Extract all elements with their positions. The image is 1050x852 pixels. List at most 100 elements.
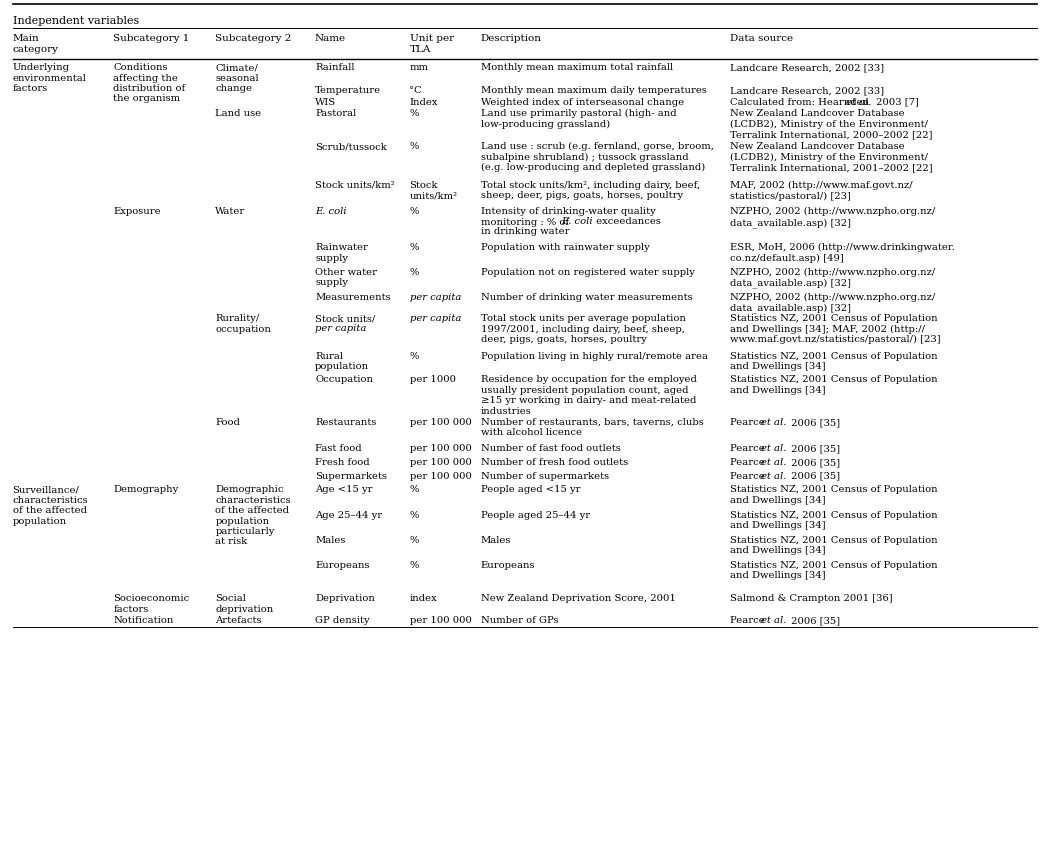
Text: Deprivation: Deprivation xyxy=(315,593,375,602)
Text: Data source: Data source xyxy=(730,34,793,43)
Text: per capita: per capita xyxy=(315,324,366,333)
Text: %: % xyxy=(410,243,419,252)
Text: NZPHO, 2002 (http://www.nzpho.org.nz/
data_available.asp) [32]: NZPHO, 2002 (http://www.nzpho.org.nz/ da… xyxy=(730,292,934,313)
Text: Name: Name xyxy=(315,34,346,43)
Text: Independent variables: Independent variables xyxy=(13,16,139,26)
Text: per 100 000: per 100 000 xyxy=(410,417,471,427)
Text: Monthly mean maximum total rainfall: Monthly mean maximum total rainfall xyxy=(481,63,673,72)
Text: Notification: Notification xyxy=(113,615,174,625)
Text: Water: Water xyxy=(215,207,246,216)
Text: Socioeconomic
factors: Socioeconomic factors xyxy=(113,593,190,613)
Text: 2003 [7]: 2003 [7] xyxy=(874,97,919,106)
Text: Age 25–44 yr: Age 25–44 yr xyxy=(315,509,382,519)
Text: Landcare Research, 2002 [33]: Landcare Research, 2002 [33] xyxy=(730,63,884,72)
Text: Statistics NZ, 2001 Census of Population
and Dwellings [34]; MAF, 2002 (http://
: Statistics NZ, 2001 Census of Population… xyxy=(730,314,941,344)
Text: 2006 [35]: 2006 [35] xyxy=(788,471,840,481)
Text: per 100 000: per 100 000 xyxy=(410,458,471,467)
Text: Subcategory 2: Subcategory 2 xyxy=(215,34,292,43)
Text: Statistics NZ, 2001 Census of Population
and Dwellings [34]: Statistics NZ, 2001 Census of Population… xyxy=(730,561,938,579)
Text: in drinking water: in drinking water xyxy=(481,227,569,236)
Text: Temperature: Temperature xyxy=(315,86,381,95)
Text: et al.: et al. xyxy=(761,615,786,625)
Text: New Zealand Deprivation Score, 2001: New Zealand Deprivation Score, 2001 xyxy=(481,593,676,602)
Text: Monthly mean maximum daily temperatures: Monthly mean maximum daily temperatures xyxy=(481,86,707,95)
Text: Description: Description xyxy=(481,34,542,43)
Text: Total stock units per average population
1997/2001, including dairy, beef, sheep: Total stock units per average population… xyxy=(481,314,686,343)
Text: Salmond & Crampton 2001 [36]: Salmond & Crampton 2001 [36] xyxy=(730,593,892,602)
Text: Rurality/
occupation: Rurality/ occupation xyxy=(215,314,271,333)
Text: et al.: et al. xyxy=(761,417,786,427)
Text: Fast food: Fast food xyxy=(315,444,361,453)
Text: et al.: et al. xyxy=(846,97,872,106)
Text: Restaurants: Restaurants xyxy=(315,417,376,427)
Text: exceedances: exceedances xyxy=(593,216,660,226)
Text: Main
category: Main category xyxy=(13,34,59,54)
Text: %: % xyxy=(410,485,419,494)
Text: Europeans: Europeans xyxy=(481,561,536,569)
Text: Calculated from: Hearnden: Calculated from: Hearnden xyxy=(730,97,872,106)
Text: Statistics NZ, 2001 Census of Population
and Dwellings [34]: Statistics NZ, 2001 Census of Population… xyxy=(730,485,938,504)
Text: GP density: GP density xyxy=(315,615,370,625)
Text: Supermarkets: Supermarkets xyxy=(315,471,387,481)
Text: Rural
population: Rural population xyxy=(315,351,370,371)
Text: Population with rainwater supply: Population with rainwater supply xyxy=(481,243,650,252)
Text: Europeans: Europeans xyxy=(315,561,370,569)
Text: 2006 [35]: 2006 [35] xyxy=(788,417,840,427)
Text: Subcategory 1: Subcategory 1 xyxy=(113,34,190,43)
Text: °C: °C xyxy=(410,86,422,95)
Text: Weighted index of interseasonal change: Weighted index of interseasonal change xyxy=(481,97,684,106)
Text: Rainfall: Rainfall xyxy=(315,63,355,72)
Text: People aged <15 yr: People aged <15 yr xyxy=(481,485,581,494)
Text: Pearce: Pearce xyxy=(730,471,768,481)
Text: Statistics NZ, 2001 Census of Population
and Dwellings [34]: Statistics NZ, 2001 Census of Population… xyxy=(730,535,938,555)
Text: %: % xyxy=(410,561,419,569)
Text: Demography: Demography xyxy=(113,485,178,494)
Text: Number of fast food outlets: Number of fast food outlets xyxy=(481,444,621,453)
Text: Land use : scrub (e.g. fernland, gorse, broom,
subalpine shrubland) ; tussock gr: Land use : scrub (e.g. fernland, gorse, … xyxy=(481,141,714,172)
Text: Males: Males xyxy=(315,535,345,544)
Text: per 100 000: per 100 000 xyxy=(410,471,471,481)
Text: Number of GPs: Number of GPs xyxy=(481,615,559,625)
Text: Pastoral: Pastoral xyxy=(315,109,356,118)
Text: NZPHO, 2002 (http://www.nzpho.org.nz/
data_available.asp) [32]: NZPHO, 2002 (http://www.nzpho.org.nz/ da… xyxy=(730,207,934,227)
Text: Residence by occupation for the employed
usually president population count, age: Residence by occupation for the employed… xyxy=(481,375,697,415)
Text: Exposure: Exposure xyxy=(113,207,161,216)
Text: Age <15 yr: Age <15 yr xyxy=(315,485,373,494)
Text: Statistics NZ, 2001 Census of Population
and Dwellings [34]: Statistics NZ, 2001 Census of Population… xyxy=(730,351,938,371)
Text: et al.: et al. xyxy=(761,458,786,467)
Text: ESR, MoH, 2006 (http://www.drinkingwater.
co.nz/default.asp) [49]: ESR, MoH, 2006 (http://www.drinkingwater… xyxy=(730,243,954,262)
Text: 2006 [35]: 2006 [35] xyxy=(788,458,840,467)
Text: WIS: WIS xyxy=(315,97,336,106)
Text: Surveillance/
characteristics
of the affected
population: Surveillance/ characteristics of the aff… xyxy=(13,485,88,525)
Text: Intensity of drinking-water quality
monitoring : % of: Intensity of drinking-water quality moni… xyxy=(481,207,655,227)
Text: index: index xyxy=(410,593,437,602)
Text: %: % xyxy=(410,351,419,360)
Text: Statistics NZ, 2001 Census of Population
and Dwellings [34]: Statistics NZ, 2001 Census of Population… xyxy=(730,375,938,394)
Text: Underlying
environmental
factors: Underlying environmental factors xyxy=(13,63,86,93)
Text: %: % xyxy=(410,268,419,277)
Text: Number of supermarkets: Number of supermarkets xyxy=(481,471,609,481)
Text: Land use primarily pastoral (high- and
low-producing grassland): Land use primarily pastoral (high- and l… xyxy=(481,109,676,129)
Text: Number of drinking water measurements: Number of drinking water measurements xyxy=(481,292,693,302)
Text: %: % xyxy=(410,535,419,544)
Text: Stock units/: Stock units/ xyxy=(315,314,375,323)
Text: Population living in highly rural/remote area: Population living in highly rural/remote… xyxy=(481,351,708,360)
Text: %: % xyxy=(410,109,419,118)
Text: New Zealand Landcover Database
(LCDB2), Ministry of the Environment/
Terralink I: New Zealand Landcover Database (LCDB2), … xyxy=(730,109,932,139)
Text: Pearce: Pearce xyxy=(730,615,768,625)
Text: Climate/
seasonal
change: Climate/ seasonal change xyxy=(215,63,259,93)
Text: Demographic
characteristics
of the affected
population
particularly
at risk: Demographic characteristics of the affec… xyxy=(215,485,291,546)
Text: Fresh food: Fresh food xyxy=(315,458,370,467)
Text: Stock units/km²: Stock units/km² xyxy=(315,181,395,190)
Text: Number of restaurants, bars, taverns, clubs
with alcohol licence: Number of restaurants, bars, taverns, cl… xyxy=(481,417,704,437)
Text: MAF, 2002 (http://www.maf.govt.nz/
statistics/pastoral/) [23]: MAF, 2002 (http://www.maf.govt.nz/ stati… xyxy=(730,181,912,200)
Text: Social
deprivation: Social deprivation xyxy=(215,593,273,613)
Text: Pearce: Pearce xyxy=(730,458,768,467)
Text: %: % xyxy=(410,509,419,519)
Text: per capita: per capita xyxy=(410,292,461,302)
Text: NZPHO, 2002 (http://www.nzpho.org.nz/
data_available.asp) [32]: NZPHO, 2002 (http://www.nzpho.org.nz/ da… xyxy=(730,268,934,288)
Text: People aged 25–44 yr: People aged 25–44 yr xyxy=(481,509,590,519)
Text: per 100 000: per 100 000 xyxy=(410,615,471,625)
Text: Population not on registered water supply: Population not on registered water suppl… xyxy=(481,268,695,277)
Text: Landcare Research, 2002 [33]: Landcare Research, 2002 [33] xyxy=(730,86,884,95)
